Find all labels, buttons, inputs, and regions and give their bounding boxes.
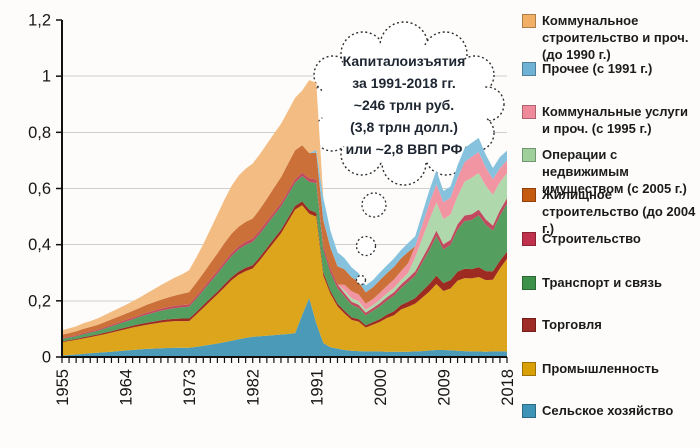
legend-item-label: Прочее (с 1991 г.) (542, 61, 653, 76)
x-axis-tick-label: 1964 (118, 369, 136, 406)
thought-bubble-text: Капиталоизъятия за 1991-2018 гг. ~246 тр… (343, 53, 466, 157)
y-axis-tick-label: 1,2 (28, 12, 51, 30)
legend-color-chip (522, 404, 536, 418)
x-axis-tick-label: 2018 (499, 369, 517, 406)
legend-item-label: Жилищное строительство (до 2004 г.) (542, 187, 696, 237)
x-axis-labels: 1955 1964 1973 1982 1991 2000 2009 2018 (54, 369, 517, 406)
legend-item-label: Промышленность (542, 361, 659, 376)
legend-item-label: Сельское хозяйство (542, 403, 674, 418)
x-axis-tick-label: 2000 (372, 369, 390, 406)
x-axis-tick-label: 1982 (245, 369, 263, 406)
thought-bubble-trail (355, 192, 387, 286)
annotation-line: ~246 трлн руб. (354, 97, 454, 113)
annotation-line: или ~2,8 ВВП РФ (346, 141, 463, 157)
annotation-line: за 1991-2018 гг. (352, 75, 455, 91)
legend-color-chip (522, 148, 536, 162)
legend-item-label: Торговля (542, 317, 602, 332)
y-axis-tick-label: 0,6 (28, 180, 51, 198)
x-axis-tick-label: 1973 (181, 369, 199, 406)
chart-area-series (62, 80, 507, 357)
y-axis-tick-label: 0,4 (28, 236, 51, 254)
legend-color-chip (522, 105, 536, 119)
legend-color-chip (522, 276, 536, 290)
legend-item-label: Транспорт и связь (542, 275, 662, 290)
legend-color-chip (522, 362, 536, 376)
legend-item: Коммунальные услуги и проч. (с 1995 г.) (522, 103, 696, 137)
area-series (62, 205, 507, 356)
y-axis-tick-label: 0,2 (28, 292, 51, 310)
legend-item: Прочее (с 1991 г.) (522, 60, 696, 77)
legend-item: Строительство (522, 230, 696, 247)
y-axis-tick-label: 0,8 (28, 124, 51, 142)
legend-item: Жилищное строительство (до 2004 г.) (522, 186, 696, 237)
axis-ticks (56, 19, 508, 363)
annotation-line: Капиталоизъятия (343, 53, 466, 69)
area-series (62, 152, 507, 339)
legend-item-label: Строительство (542, 231, 641, 246)
legend-item: Операции с недвижимым имуществом (с 2005… (522, 146, 696, 197)
annotation-line: (3,8 трлн долл.) (350, 119, 458, 135)
legend: Коммунальное строительство и проч. (до 1… (520, 0, 700, 448)
area-series (62, 172, 507, 339)
thought-bubble-cloud (304, 21, 505, 186)
thought-trail-circle (355, 235, 377, 257)
area-series (62, 80, 507, 335)
legend-color-chip (522, 188, 536, 202)
legend-item: Торговля (522, 316, 696, 333)
legend-item: Промышленность (522, 360, 696, 377)
legend-item: Транспорт и связь (522, 274, 696, 291)
legend-item: Сельское хозяйство (522, 402, 696, 419)
legend-color-chip (522, 232, 536, 246)
x-axis-tick-label: 1955 (54, 369, 72, 406)
legend-color-chip (522, 14, 536, 28)
x-axis-tick-label: 2009 (435, 369, 453, 406)
thought-trail-circle (355, 274, 367, 286)
legend-item-label: Коммунальное строительство и проч. (до 1… (542, 13, 689, 63)
cloud-body (320, 43, 488, 165)
y-axis-tick-label: 0 (42, 349, 51, 367)
legend-color-chip (522, 318, 536, 332)
legend-item: Коммунальное строительство и проч. (до 1… (522, 12, 696, 63)
y-axis-labels: 0 0,2 0,4 0,6 0,8 1 1,2 (28, 12, 51, 367)
legend-color-chip (522, 62, 536, 76)
area-series (62, 176, 507, 342)
legend-item-label: Коммунальные услуги и проч. (с 1995 г.) (542, 104, 688, 137)
legend-item-label: Операции с недвижимым имуществом (с 2005… (542, 147, 687, 197)
stacked-area-chart: 0 0,2 0,4 0,6 0,8 1 1,2 1955 1964 1973 1982 1991 20… (28, 12, 517, 406)
x-axis-tick-label: 1991 (308, 369, 326, 406)
area-series (62, 137, 507, 335)
thought-trail-circle (361, 192, 387, 218)
area-series (62, 298, 507, 357)
y-axis-tick-label: 1 (42, 68, 51, 86)
area-series (62, 145, 507, 339)
